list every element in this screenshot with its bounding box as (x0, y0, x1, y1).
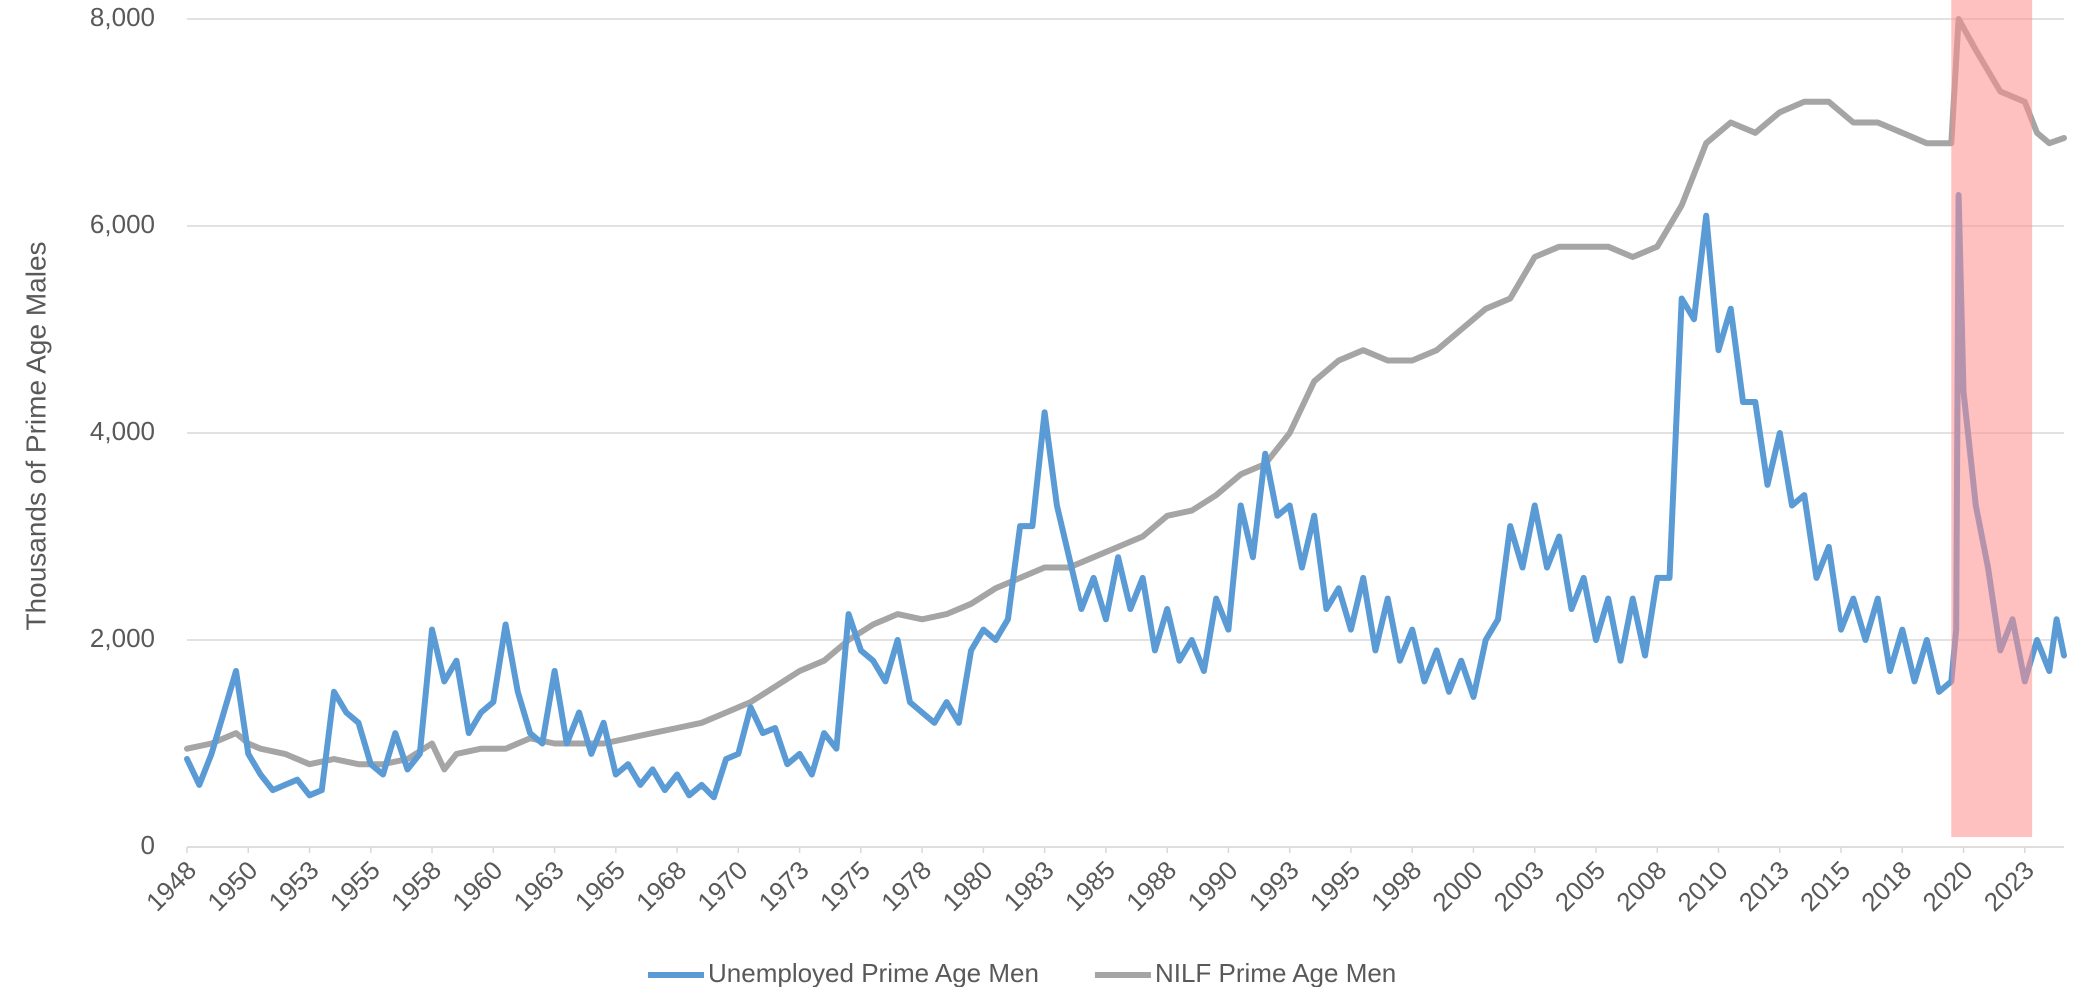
x-tick-label: 1990 (1181, 855, 1243, 917)
x-tick-label: 2020 (1917, 855, 1979, 917)
series-line (184, 192, 2067, 801)
x-tick-label: 1955 (324, 855, 386, 917)
x-tick-label: 1995 (1304, 855, 1366, 917)
x-tick-label: 1985 (1059, 855, 1121, 917)
x-tick-label: 1953 (263, 855, 325, 917)
x-tick-label: 1950 (201, 855, 263, 917)
x-tick-label: 1963 (508, 855, 570, 917)
legend-label: NILF Prime Age Men (1155, 958, 1396, 987)
y-tick-label: 8,000 (90, 2, 155, 32)
y-tick-label: 2,000 (90, 623, 155, 653)
x-tick-label: 2015 (1794, 855, 1856, 917)
x-tick-label: 1975 (814, 855, 876, 917)
x-tick-label: 1988 (1120, 855, 1182, 917)
legend-label: Unemployed Prime Age Men (708, 958, 1039, 987)
shaded-period (1951, 0, 2033, 837)
x-tick-label: 1980 (936, 855, 998, 917)
x-tick-label: 1983 (998, 855, 1060, 917)
y-tick-label: 0 (141, 830, 155, 860)
series-line (184, 16, 2067, 773)
x-tick-label: 1948 (140, 855, 202, 917)
x-tick-label: 2010 (1671, 855, 1733, 917)
x-tick-label: 1958 (385, 855, 447, 917)
x-tick-label: 1968 (630, 855, 692, 917)
x-tick-label: 2000 (1426, 855, 1488, 917)
x-tick-label: 2023 (1978, 855, 2040, 917)
x-tick-label: 1960 (446, 855, 508, 917)
x-tick-label: 1970 (691, 855, 753, 917)
x-tick-label: 1993 (1243, 855, 1305, 917)
x-tick-label: 2013 (1733, 855, 1795, 917)
x-tick-label: 2018 (1855, 855, 1917, 917)
x-tick-label: 2005 (1549, 855, 1611, 917)
x-tick-label: 2008 (1610, 855, 1672, 917)
x-tick-label: 1965 (569, 855, 631, 917)
x-tick-label: 1973 (753, 855, 815, 917)
x-tick-label: 1998 (1365, 855, 1427, 917)
x-tick-label: 2003 (1488, 855, 1550, 917)
x-tick-label: 1978 (875, 855, 937, 917)
y-axis-title: Thousands of Prime Age Males (20, 241, 51, 630)
y-tick-label: 6,000 (90, 209, 155, 239)
y-tick-label: 4,000 (90, 416, 155, 446)
